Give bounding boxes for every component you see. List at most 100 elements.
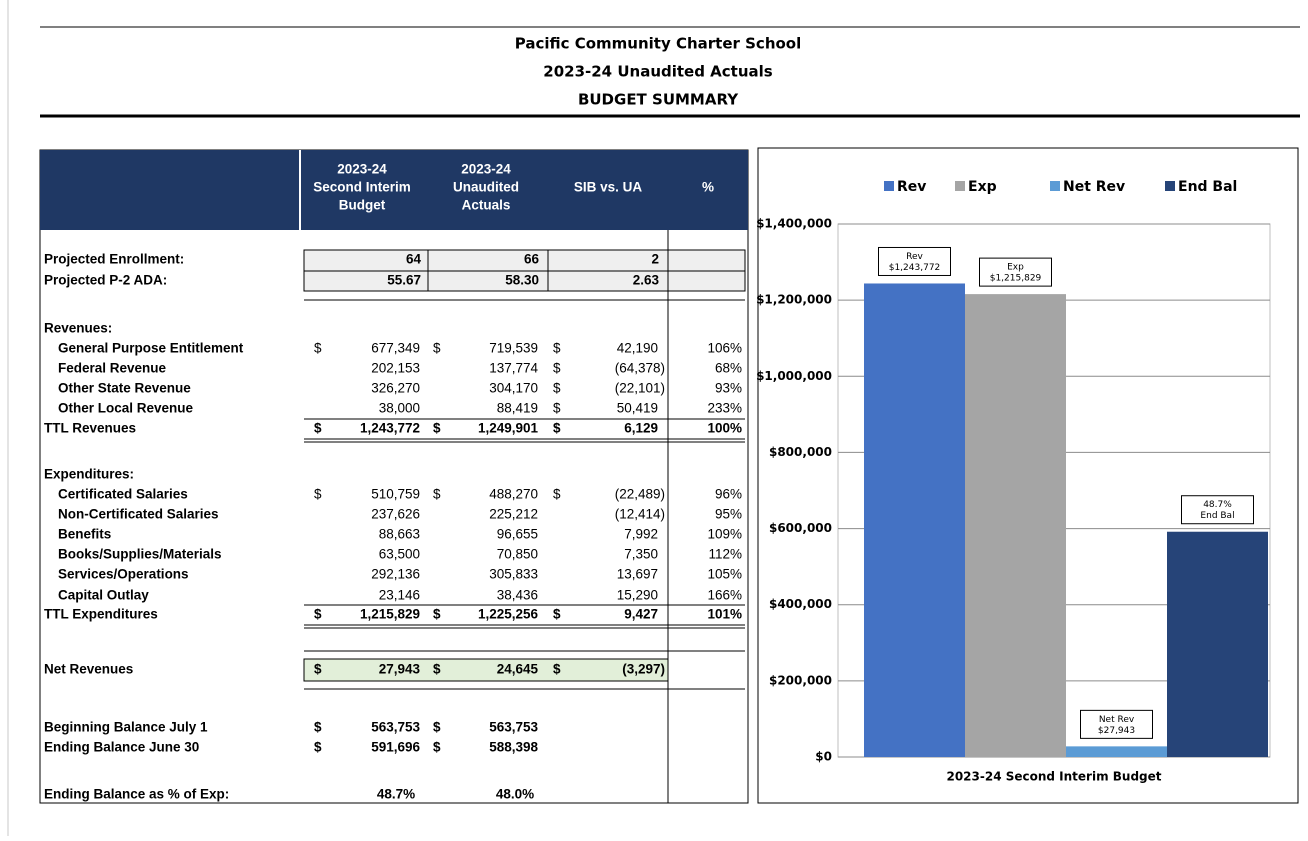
cell: 588,398 bbox=[489, 740, 538, 755]
cell: 38,436 bbox=[497, 588, 538, 603]
cell: 96,655 bbox=[497, 527, 538, 542]
row-label: Certificated Salaries bbox=[58, 487, 188, 502]
row-label: Non-Certificated Salaries bbox=[58, 507, 219, 522]
column-header: Budget bbox=[339, 198, 386, 213]
data-label: $27,943 bbox=[1098, 726, 1135, 736]
cell: 66 bbox=[524, 252, 540, 267]
cell: $ bbox=[553, 487, 561, 502]
cell: 109% bbox=[707, 527, 742, 542]
y-tick-label: $1,000,000 bbox=[756, 369, 832, 383]
data-label: $1,243,772 bbox=[889, 263, 941, 273]
data-label-box bbox=[1181, 495, 1254, 525]
column-header: % bbox=[702, 180, 714, 195]
row-label: Ending Balance June 30 bbox=[44, 740, 199, 755]
column-header: Second Interim bbox=[313, 180, 411, 195]
row-label: Beginning Balance July 1 bbox=[44, 720, 208, 735]
title: Pacific Community Charter School bbox=[515, 35, 802, 53]
cell: 202,153 bbox=[371, 361, 420, 376]
cell: 96% bbox=[715, 487, 742, 502]
legend-swatch bbox=[1050, 181, 1060, 191]
cell: 42,190 bbox=[617, 341, 658, 356]
cell: 237,626 bbox=[371, 507, 420, 522]
cell: 93% bbox=[715, 381, 742, 396]
y-tick-label: $0 bbox=[815, 750, 832, 764]
column-header: SIB vs. UA bbox=[574, 180, 643, 195]
cell: 326,270 bbox=[371, 381, 420, 396]
cell: 304,170 bbox=[489, 381, 538, 396]
cell: $ bbox=[553, 341, 561, 356]
row-label: Other State Revenue bbox=[58, 381, 191, 396]
data-label: Exp bbox=[1007, 263, 1024, 273]
cell: 2 bbox=[651, 252, 659, 267]
cell: 7,350 bbox=[624, 547, 658, 562]
cell: 591,696 bbox=[371, 740, 420, 755]
legend-label: End Bal bbox=[1178, 179, 1237, 195]
row-label: TTL Revenues bbox=[44, 421, 136, 436]
cell: 63,500 bbox=[379, 547, 420, 562]
column-header: Unaudited bbox=[453, 180, 519, 195]
subtitle: BUDGET SUMMARY bbox=[578, 91, 739, 109]
cell: (12,414) bbox=[615, 507, 665, 522]
data-label-box bbox=[878, 246, 951, 276]
cell: $ bbox=[553, 361, 561, 376]
row-label: Other Local Revenue bbox=[58, 401, 194, 416]
legend-label: Rev bbox=[897, 179, 926, 195]
cell: 719,539 bbox=[489, 341, 538, 356]
cell: 225,212 bbox=[489, 507, 538, 522]
cell: 70,850 bbox=[497, 547, 538, 562]
data-label: Rev bbox=[906, 252, 923, 262]
cell: $ bbox=[433, 341, 441, 356]
net-box bbox=[303, 658, 669, 682]
cell: 1,249,901 bbox=[478, 421, 539, 436]
cell: $ bbox=[553, 421, 561, 436]
cell: $ bbox=[553, 401, 561, 416]
cell: 50,419 bbox=[617, 401, 658, 416]
cell: $ bbox=[553, 662, 561, 677]
cell: 24,645 bbox=[497, 662, 539, 677]
cell: 166% bbox=[707, 588, 742, 603]
data-label: $1,215,829 bbox=[990, 274, 1042, 284]
cell: 23,146 bbox=[379, 588, 420, 603]
legend-swatch bbox=[1165, 181, 1175, 191]
cell: 38,000 bbox=[379, 401, 420, 416]
cell: (3,297) bbox=[622, 662, 665, 677]
legend-swatch bbox=[884, 181, 894, 191]
cell: $ bbox=[553, 607, 561, 622]
cell: 88,419 bbox=[497, 401, 538, 416]
data-label: Net Rev bbox=[1099, 715, 1135, 725]
cell: $ bbox=[314, 607, 322, 622]
cell: $ bbox=[314, 662, 322, 677]
row-label: Net Revenues bbox=[44, 662, 133, 677]
cell: 48.7% bbox=[377, 787, 415, 802]
bar bbox=[1066, 746, 1167, 757]
subtitle: 2023-24 Unaudited Actuals bbox=[543, 63, 773, 81]
legend-swatch bbox=[955, 181, 965, 191]
cell: 101% bbox=[707, 607, 742, 622]
cell: (22,101) bbox=[615, 381, 665, 396]
cell: (64,378) bbox=[615, 361, 665, 376]
y-tick-label: $1,200,000 bbox=[756, 293, 832, 307]
cell: 2.63 bbox=[633, 273, 660, 288]
y-tick-label: $400,000 bbox=[769, 597, 832, 611]
cell: $ bbox=[314, 720, 322, 735]
row-label: Benefits bbox=[58, 527, 111, 542]
y-tick-label: $800,000 bbox=[769, 445, 832, 459]
row-label: Capital Outlay bbox=[58, 588, 149, 603]
cell: 305,833 bbox=[489, 567, 538, 582]
row-label: Services/Operations bbox=[58, 567, 189, 582]
bar bbox=[965, 294, 1066, 757]
y-tick-label: $1,400,000 bbox=[756, 217, 832, 231]
cell: 510,759 bbox=[371, 487, 420, 502]
cell: 15,290 bbox=[617, 588, 658, 603]
cell: $ bbox=[433, 487, 441, 502]
bar bbox=[864, 283, 965, 757]
data-label-box bbox=[1080, 709, 1153, 739]
legend-label: Exp bbox=[968, 179, 997, 195]
row-label: Projected Enrollment: bbox=[44, 252, 184, 267]
cell: 27,943 bbox=[379, 662, 421, 677]
cell: 95% bbox=[715, 507, 742, 522]
cell: (22,489) bbox=[615, 487, 665, 502]
cell: 106% bbox=[707, 341, 742, 356]
column-header: Actuals bbox=[462, 198, 511, 213]
